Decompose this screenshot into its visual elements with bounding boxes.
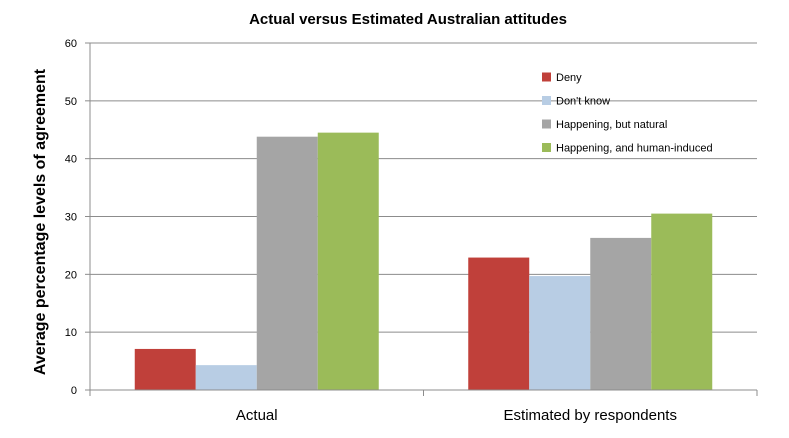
axes (85, 42, 758, 396)
bar-don-t-know-0 (195, 365, 257, 390)
bar-happening-and-human-induced-1 (651, 213, 713, 390)
legend: Deny Don't know Happening, but natural Happ… (542, 72, 713, 155)
legend-swatch (542, 143, 551, 152)
chart-title: Actual versus Estimated Australian attit… (249, 11, 567, 28)
legend-label: Happening, but natural (556, 119, 667, 131)
bar-deny-1 (468, 257, 530, 390)
y-axis-label: Average percentage levels of agreement (32, 68, 49, 375)
y-tick-label: 60 (65, 38, 77, 50)
y-tick-label: 0 (71, 385, 77, 397)
bar-happening-but-natural-1 (590, 237, 652, 390)
y-tick-label: 10 (65, 327, 77, 339)
bar-deny-0 (134, 348, 196, 390)
y-tick-labels: 0 10 20 30 40 50 60 (65, 38, 77, 397)
legend-label: Don't know (556, 96, 610, 108)
legend-swatch (542, 96, 551, 105)
x-category-label: Actual (236, 407, 278, 424)
y-tick-label: 50 (65, 96, 77, 108)
y-tick-label: 30 (65, 212, 77, 224)
y-tick-label: 20 (65, 269, 77, 281)
legend-swatch (542, 119, 551, 129)
bar-happening-and-human-induced-0 (317, 132, 379, 390)
bar-don-t-know-1 (529, 276, 591, 390)
x-category-labels: Actual Estimated by respondents (236, 407, 677, 424)
legend-label: Happening, and human-induced (556, 143, 713, 155)
legend-label: Deny (556, 72, 582, 84)
bar-happening-but-natural-0 (256, 136, 318, 390)
legend-swatch (542, 72, 551, 82)
x-category-label: Estimated by respondents (504, 407, 677, 424)
bars (134, 132, 713, 390)
y-tick-label: 40 (65, 154, 77, 166)
